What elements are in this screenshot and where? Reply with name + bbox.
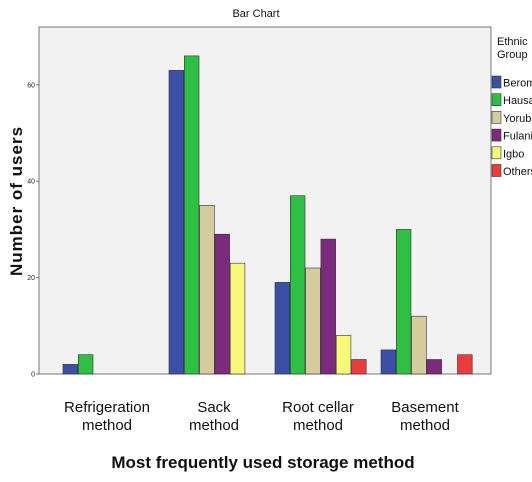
x-axis: Refrigeration method Sack method Root cellar… (64, 399, 460, 434)
bar-berom-2 (274, 282, 290, 375)
bar-berom-1 (168, 70, 184, 375)
y-tick-label: 20 (27, 275, 35, 282)
bar-berom-0 (62, 364, 78, 375)
x-tick-label: Refrigeration method (64, 399, 150, 434)
legend-label-yoruba: Yoruba (503, 113, 532, 125)
legend-swatch-hausa (491, 93, 502, 106)
bar-others-2 (351, 359, 367, 375)
legend-label-fulani: Fulani (503, 131, 532, 143)
bar-others-3 (457, 354, 473, 375)
legend-swatch-yoruba (491, 111, 502, 124)
legend-swatch-fulani (491, 128, 502, 142)
bar-hausa-0 (78, 354, 94, 375)
chart-title: Bar Chart (232, 8, 279, 20)
bar-yoruba-3 (411, 315, 427, 375)
y-axis-label: Number of users (7, 126, 26, 276)
legend-swatch-igbo (491, 146, 502, 160)
legend-swatch-berom (491, 75, 502, 89)
bar-hausa-3 (395, 229, 412, 375)
x-tick-label: Basement method (391, 399, 459, 434)
x-axis-label: Most frequently used storage method (111, 453, 414, 472)
bar-igbo-2 (335, 335, 352, 375)
bar-berom-3 (380, 349, 396, 375)
bar-igbo-1 (229, 262, 246, 375)
bar-fulani-1 (214, 233, 230, 375)
y-tick-label: 0 (31, 372, 35, 379)
bar-hausa-2 (289, 195, 306, 375)
legend-label-hausa: Hausa (503, 95, 532, 107)
y-axis: 0 20 40 60 (27, 82, 39, 379)
legend-title: Ethnic Group (497, 36, 528, 61)
x-tick-label: Sack method (189, 399, 239, 434)
legend-label-igbo: Igbo (503, 148, 524, 160)
bar-hausa-1 (184, 55, 200, 375)
x-tick-label: Root cellar method (282, 399, 354, 434)
y-tick-label: 40 (27, 179, 35, 186)
legend-label-berom: Berom (503, 78, 532, 90)
bars-layer (62, 55, 473, 375)
legend-swatch-others (491, 164, 502, 177)
bar-fulani-2 (320, 238, 336, 375)
bar-fulani-3 (426, 359, 442, 375)
bar-yoruba-2 (305, 267, 321, 375)
legend-label-others: Others (503, 166, 532, 178)
y-tick-label: 60 (27, 82, 35, 89)
bar-yoruba-1 (199, 205, 215, 375)
